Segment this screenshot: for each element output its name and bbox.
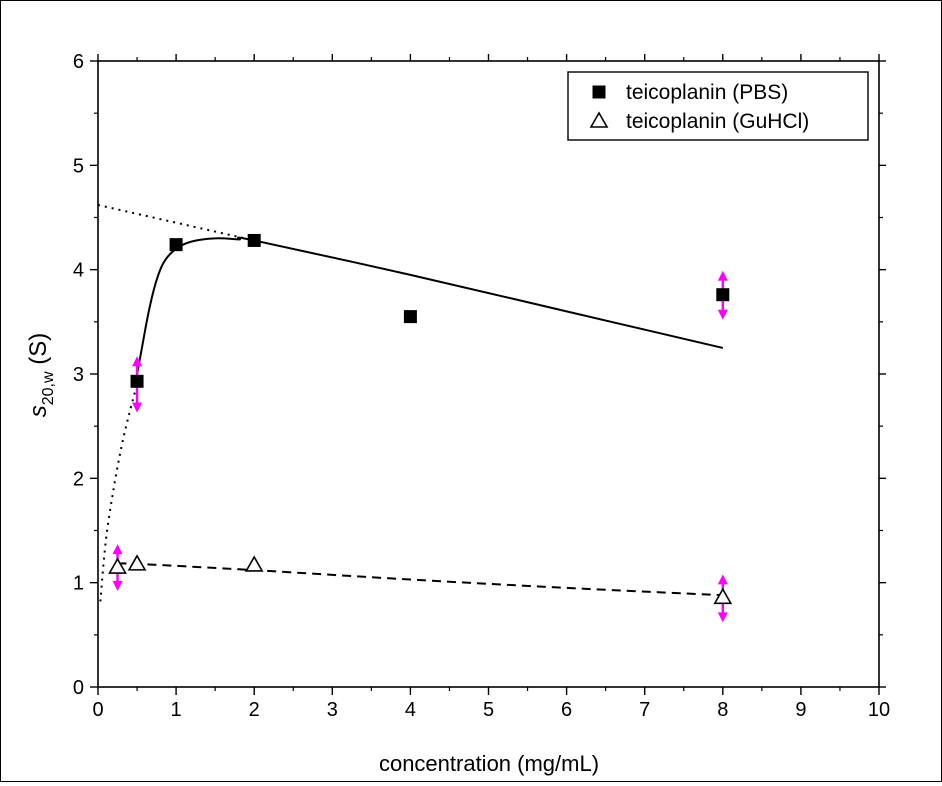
data-point-series-1	[169, 238, 183, 252]
data-point-series-1	[403, 310, 417, 324]
x-tick-label: 8	[717, 699, 728, 721]
y-axis-label-sub: 20,w	[40, 371, 57, 405]
legend-label-1: teicoplanin (PBS)	[626, 81, 788, 104]
data-point-series-2	[713, 587, 733, 605]
x-tick-label: 3	[327, 699, 338, 721]
data-point-series-1	[130, 374, 144, 388]
error-arrow-head-down	[717, 612, 728, 623]
error-arrow-head-up	[717, 270, 728, 281]
legend: teicoplanin (PBS) teicoplanin (GuHCl)	[567, 71, 869, 141]
error-arrow-head-down	[717, 309, 728, 320]
y-axis-label: s20,w (S)	[25, 333, 57, 417]
fit-line-solid	[133, 236, 724, 387]
x-tick-label: 5	[483, 699, 494, 721]
fit-line-dashed	[117, 562, 723, 597]
error-arrow-head-up	[132, 356, 143, 367]
y-tick-label: 6	[73, 51, 84, 73]
x-tick-label: 6	[561, 699, 572, 721]
y-tick-label: 1	[73, 573, 84, 595]
data-points	[108, 233, 733, 605]
x-tick-label: 9	[795, 699, 806, 721]
error-arrow-head-up	[112, 544, 123, 555]
fit-lines	[97, 204, 724, 602]
data-point-series-1	[716, 288, 730, 302]
legend-box	[567, 71, 869, 141]
legend-marker-2	[589, 111, 609, 128]
error-arrow-head-down	[132, 402, 143, 413]
plot-area-border	[97, 60, 880, 688]
legend-label-2: teicoplanin (GuHCl)	[626, 110, 809, 133]
legend-marker-1	[592, 85, 606, 99]
x-tick-label: 2	[249, 699, 260, 721]
y-axis-label-unit: (S)	[25, 333, 52, 372]
x-tick-label: 7	[639, 699, 650, 721]
error-arrow-head-up	[717, 574, 728, 585]
data-point-series-2	[127, 554, 147, 571]
axes: 0 1 2 3 4 5 6 7 8 9 10 0 1 2 3 4 5 6	[73, 51, 890, 721]
y-tick-label: 2	[73, 468, 84, 490]
y-tick-label: 0	[73, 677, 84, 699]
data-point-series-2	[244, 555, 264, 572]
data-point-series-1	[247, 233, 261, 247]
error-arrows	[112, 270, 728, 623]
fit-line-dotted	[97, 204, 255, 242]
data-point-series-2	[108, 557, 127, 574]
y-tick-label: 4	[73, 260, 84, 282]
y-tick-label: 3	[73, 364, 84, 386]
x-tick-label: 1	[171, 699, 182, 721]
error-arrow-head-down	[112, 581, 123, 592]
y-axis-label-main: s	[25, 405, 52, 417]
y-tick-label: 5	[73, 155, 84, 177]
x-tick-label: 4	[405, 699, 416, 721]
x-axis-label: concentration (mg/mL)	[379, 751, 599, 776]
x-tick-label: 10	[868, 699, 890, 721]
x-tick-label: 0	[92, 699, 103, 721]
